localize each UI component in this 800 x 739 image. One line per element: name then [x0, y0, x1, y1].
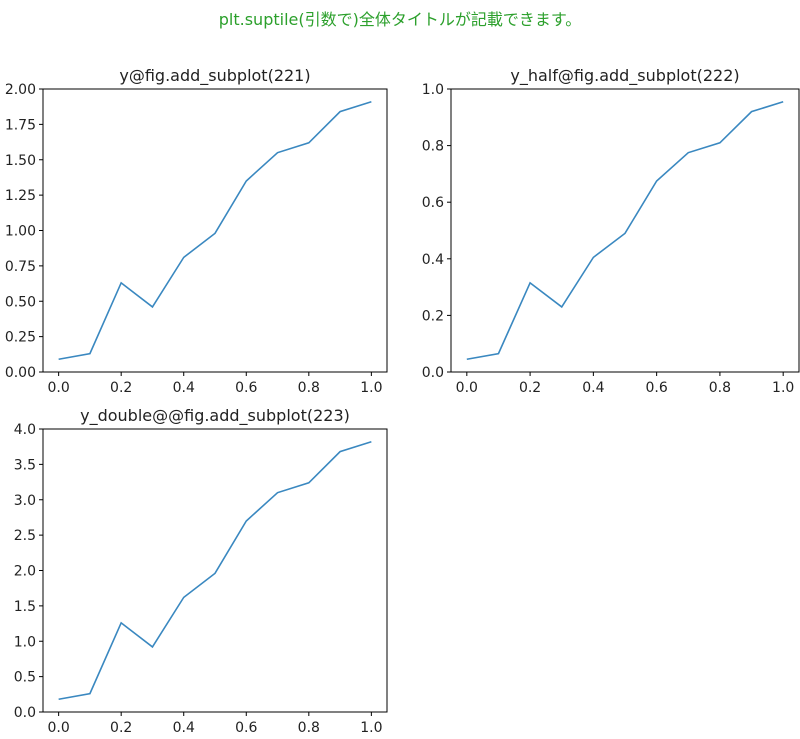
y-tick-label: 2.00 [5, 82, 36, 98]
x-tick-label: 1.0 [772, 380, 794, 396]
x-tick-label: 0.2 [519, 380, 541, 396]
x-tick-label: 0.6 [235, 720, 257, 736]
y-tick-label: 0.50 [5, 294, 36, 310]
y-tick-label: 0.5 [14, 670, 36, 686]
x-tick-label: 1.0 [360, 720, 382, 736]
axes-frame [450, 88, 800, 373]
y-tick-label: 0.25 [5, 330, 36, 346]
subplot-2: y_half@fig.add_subplot(222) 0.0 0.2 0.4 0.6 0… [422, 66, 800, 396]
subplot-title: y_half@fig.add_subplot(222) [510, 66, 739, 86]
y-tick-label: 0.4 [422, 252, 444, 268]
x-tick-label: 0.0 [48, 380, 70, 396]
x-tick-label: 0.2 [110, 380, 132, 396]
x-tick-label: 0.6 [646, 380, 668, 396]
x-tick-label: 0.4 [582, 380, 604, 396]
y-tick-label: 1.75 [5, 117, 36, 133]
series-line [58, 440, 372, 701]
y-tick-label: 2.5 [14, 528, 36, 544]
y-tick-label: 0.75 [5, 259, 36, 275]
y-tick-label: 1.0 [422, 82, 444, 98]
x-tick-label: 0.4 [173, 720, 195, 736]
series-line [466, 100, 784, 361]
subplot-title: y_double@@fig.add_subplot(223) [80, 406, 350, 426]
x-tick-label: 1.0 [360, 380, 382, 396]
subplot-1: y@fig.add_subplot(221) 0.0 0.2 0.4 0.6 0.8 1.0… [5, 66, 388, 396]
x-tick-label: 0.0 [456, 380, 478, 396]
y-tick-label: 0.2 [422, 308, 444, 324]
y-tick-label: 0.0 [14, 705, 36, 721]
y-tick-label: 4.0 [14, 422, 36, 438]
y-tick-label: 0.0 [422, 365, 444, 381]
y-tick-label: 3.0 [14, 493, 36, 509]
x-tick-label: 0.8 [298, 380, 320, 396]
x-tick-label: 0.2 [110, 720, 132, 736]
y-tick-label: 1.50 [5, 153, 36, 169]
y-tick-label: 0.6 [422, 195, 444, 211]
axes-frame [42, 88, 388, 373]
figure-suptitle: plt.suptile(引数で)全体タイトルが記載できます。 [218, 10, 582, 29]
y-tick-label: 0.8 [422, 139, 444, 155]
y-tick-label: 2.0 [14, 564, 36, 580]
x-tick-label: 0.8 [298, 720, 320, 736]
subplot-3: y_double@@fig.add_subplot(223) 0.0 0.2 0.4 0… [14, 406, 388, 736]
x-tick-label: 0.8 [709, 380, 731, 396]
x-tick-label: 0.0 [48, 720, 70, 736]
axes-frame [42, 428, 388, 713]
x-tick-label: 0.4 [173, 380, 195, 396]
series-line [58, 100, 372, 361]
x-tick-label: 0.6 [235, 380, 257, 396]
y-tick-label: 1.5 [14, 599, 36, 615]
y-tick-label: 1.25 [5, 188, 36, 204]
y-tick-label: 1.00 [5, 224, 36, 240]
y-tick-label: 3.5 [14, 457, 36, 473]
y-tick-label: 0.00 [5, 365, 36, 381]
y-tick-label: 1.0 [14, 634, 36, 650]
subplot-title: y@fig.add_subplot(221) [119, 66, 310, 86]
